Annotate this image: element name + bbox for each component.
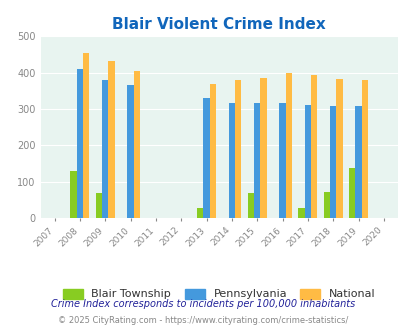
Title: Blair Violent Crime Index: Blair Violent Crime Index [112, 17, 325, 32]
Bar [228, 104, 234, 218]
Bar [108, 61, 115, 218]
Bar [127, 85, 133, 218]
Bar [298, 208, 304, 218]
Bar [102, 80, 108, 218]
Bar [196, 208, 203, 218]
Bar [304, 105, 310, 218]
Bar [329, 106, 336, 218]
Text: Crime Index corresponds to incidents per 100,000 inhabitants: Crime Index corresponds to incidents per… [51, 299, 354, 309]
Bar [354, 106, 361, 218]
Legend: Blair Township, Pennsylvania, National: Blair Township, Pennsylvania, National [62, 289, 375, 299]
Bar [133, 71, 140, 218]
Bar [247, 193, 254, 218]
Text: © 2025 CityRating.com - https://www.cityrating.com/crime-statistics/: © 2025 CityRating.com - https://www.city… [58, 316, 347, 325]
Bar [70, 171, 77, 218]
Bar [260, 79, 266, 218]
Bar [203, 98, 209, 218]
Bar [336, 80, 342, 218]
Bar [234, 80, 241, 218]
Bar [279, 104, 285, 218]
Bar [77, 69, 83, 218]
Bar [209, 84, 215, 218]
Bar [254, 104, 260, 218]
Bar [361, 80, 367, 218]
Bar [83, 52, 89, 218]
Bar [96, 193, 102, 218]
Bar [285, 73, 291, 218]
Bar [323, 192, 329, 218]
Bar [348, 168, 354, 218]
Bar [310, 75, 317, 218]
